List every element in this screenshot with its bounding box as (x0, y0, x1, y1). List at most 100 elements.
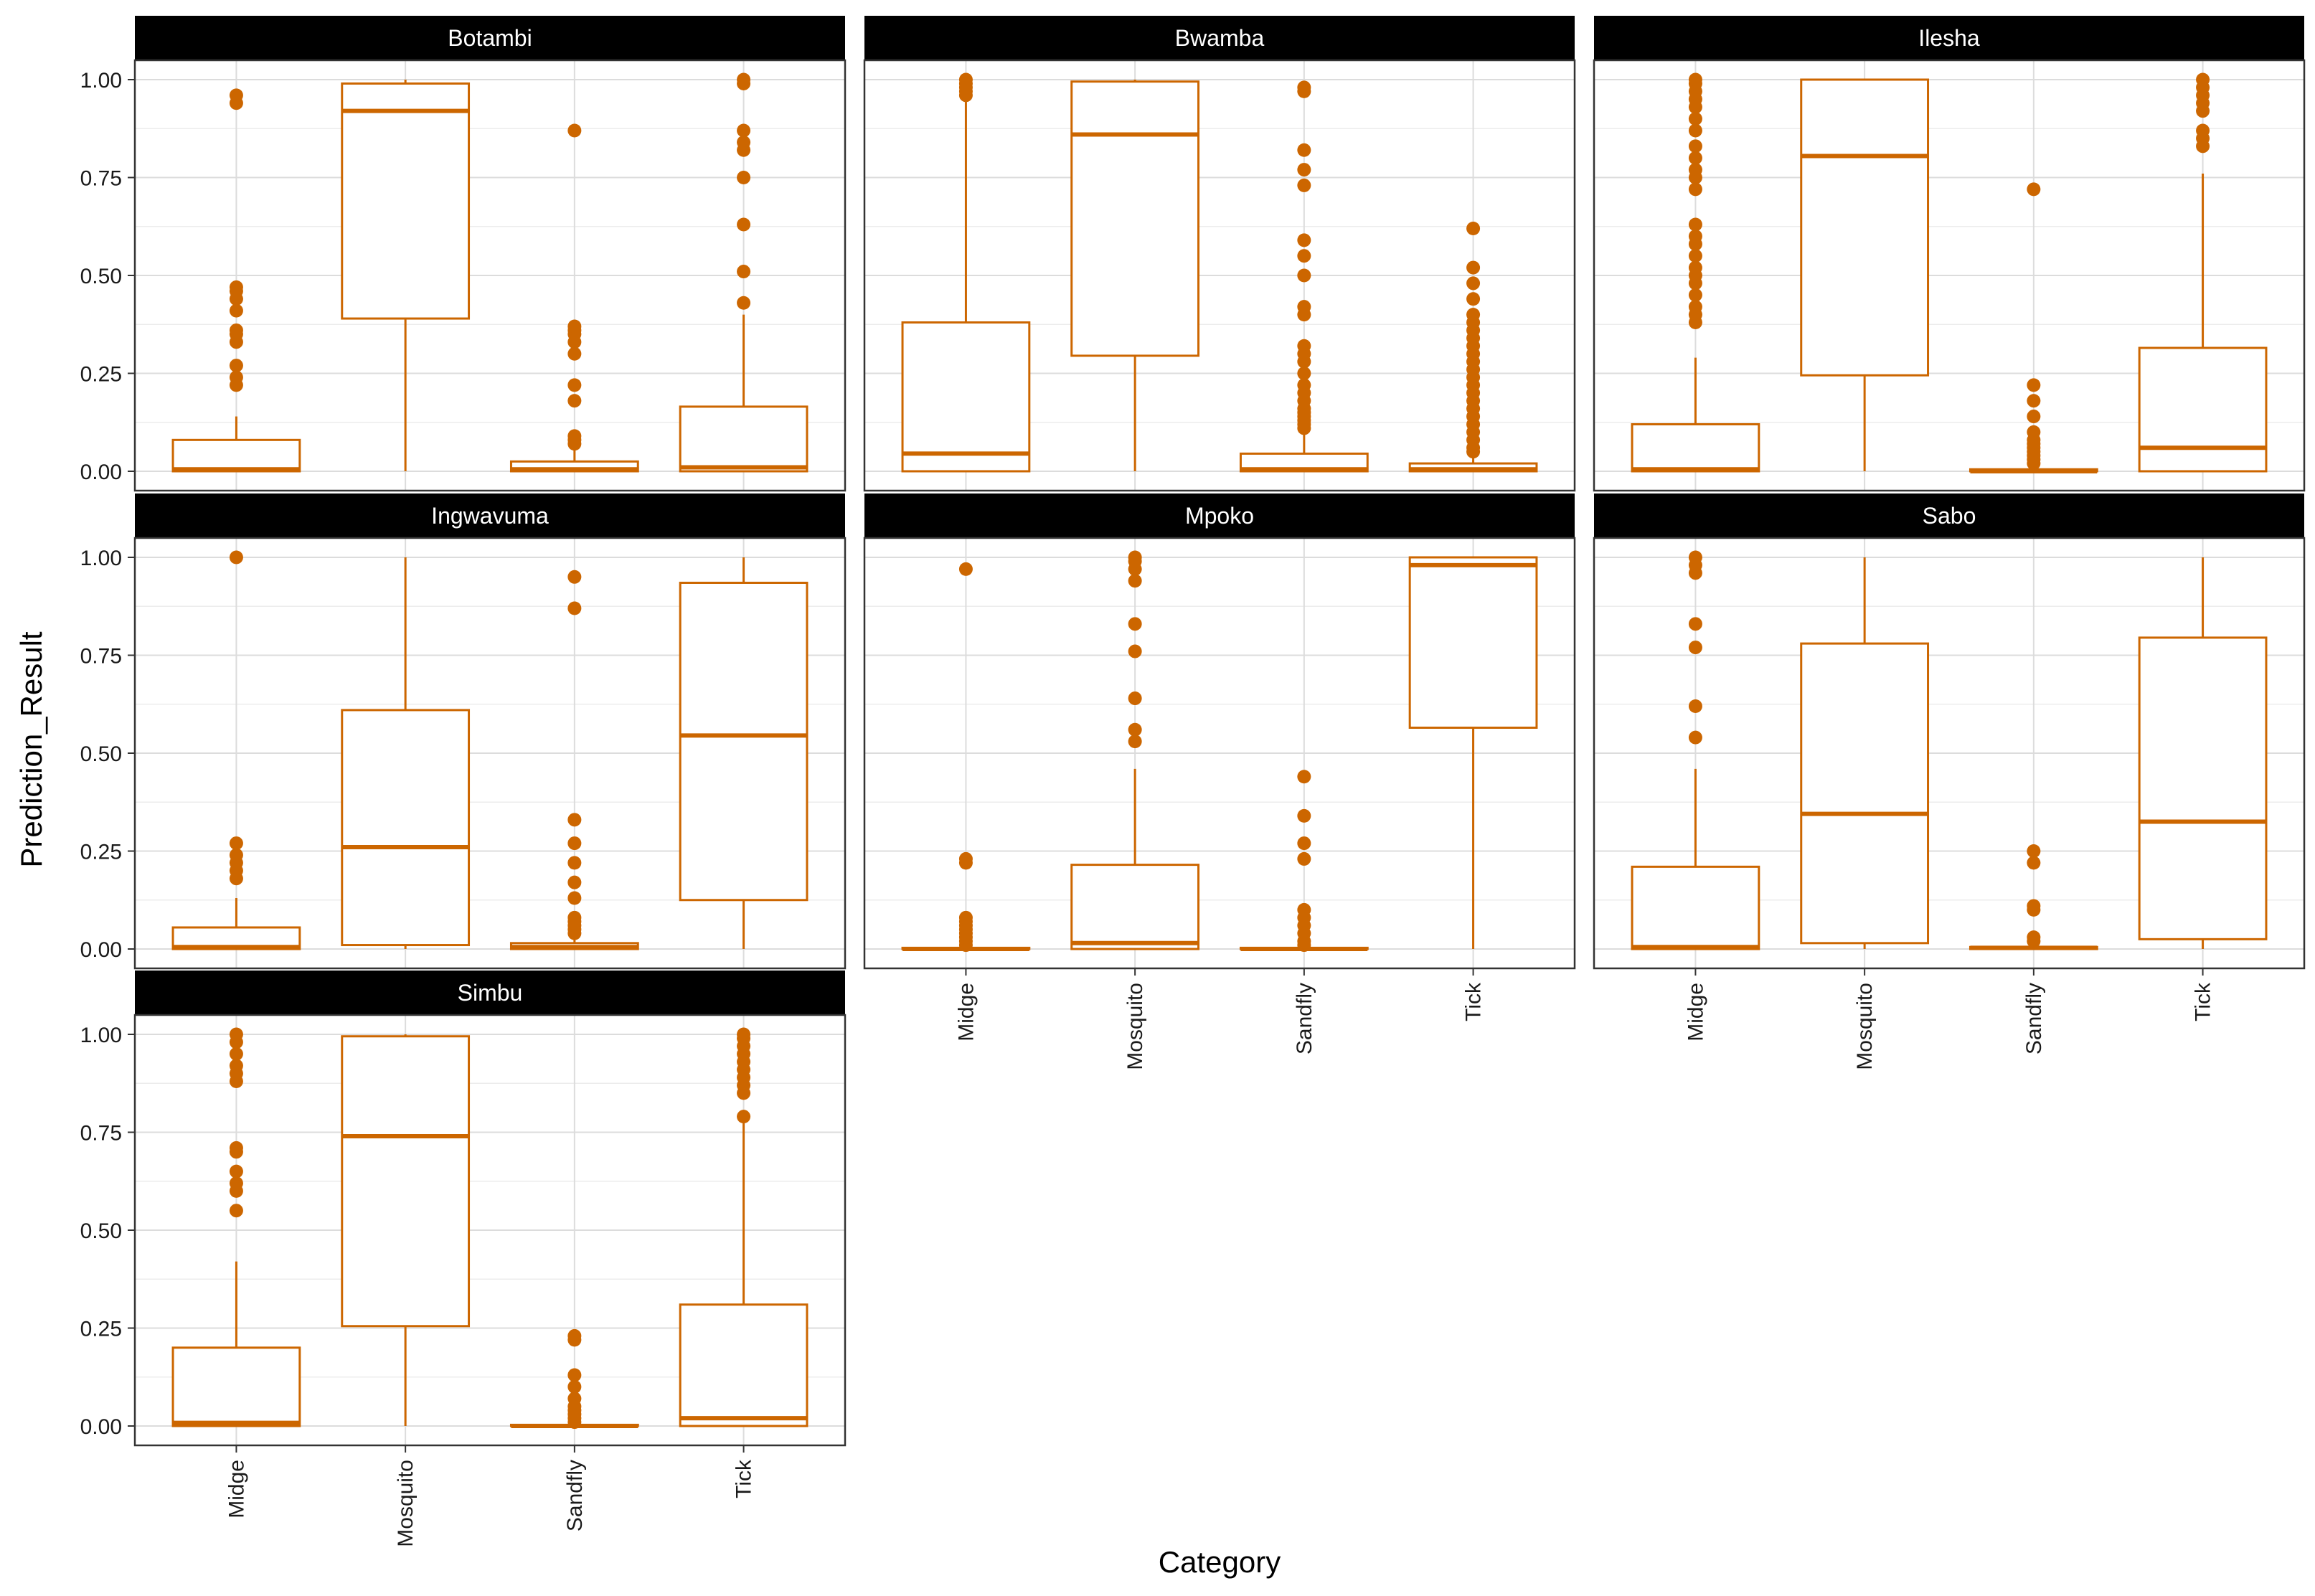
outlier-point (1128, 735, 1142, 749)
box-mosquito (341, 80, 471, 471)
y-tick-label: 1.00 (80, 547, 122, 570)
y-tick-label: 0.50 (80, 742, 122, 766)
x-tick-label: Midge (1684, 983, 1707, 1042)
outlier-point (567, 910, 582, 925)
outlier-point (1128, 722, 1142, 737)
outlier-point (1297, 367, 1311, 380)
outlier-point (1297, 378, 1311, 392)
y-tick-label: 0.75 (80, 1122, 122, 1146)
outlier-point (567, 570, 582, 584)
outlier-point (229, 836, 243, 851)
outlier-point (1128, 617, 1142, 631)
outlier-point (1297, 80, 1311, 95)
facet-strip-label: Ilesha (1918, 25, 1980, 51)
outlier-point (1128, 644, 1142, 658)
outlier-point (2027, 182, 2041, 197)
outlier-point (958, 851, 973, 866)
outlier-point (1688, 123, 1702, 138)
outlier-point (229, 550, 243, 565)
box-iqr (679, 405, 808, 473)
box-sandfly (1969, 844, 2098, 950)
box-tick (1408, 556, 1538, 949)
box-mosquito (341, 1034, 471, 1426)
outlier-point (229, 359, 243, 373)
outlier-point (737, 135, 751, 149)
outlier-point (1297, 339, 1311, 353)
y-tick-label: 0.00 (80, 461, 122, 484)
box-midge (171, 550, 301, 950)
outlier-point (1688, 112, 1702, 126)
outlier-point (1688, 730, 1702, 745)
outlier-point (567, 875, 582, 889)
outlier-point (567, 346, 582, 361)
outlier-point (2027, 425, 2041, 439)
outlier-point (737, 72, 751, 87)
outlier-point (1688, 617, 1702, 631)
facet-strip-label: Bwamba (1175, 25, 1265, 51)
outlier-point (1128, 550, 1142, 565)
outlier-point (737, 296, 751, 310)
outlier-point (229, 280, 243, 294)
outlier-point (2027, 930, 2041, 945)
outlier-point (737, 217, 751, 232)
facet-strip-label: Botambi (448, 25, 532, 51)
outlier-point (1688, 260, 1702, 275)
x-tick-label: Sandfly (2022, 983, 2046, 1054)
outlier-point (1688, 300, 1702, 314)
outlier-point (1688, 229, 1702, 243)
outlier-point (1688, 163, 1702, 177)
outlier-point (1297, 836, 1311, 851)
outlier-point (1297, 178, 1311, 192)
box-mosquito (1070, 80, 1200, 471)
outlier-point (229, 1059, 243, 1073)
facets-layer: Botambi 0.00 0.25 0.50 0.75 1.00 Bwamba Ilesha I… (80, 16, 2306, 1547)
box-iqr (341, 1035, 471, 1328)
outlier-point (1466, 292, 1481, 306)
box-sandfly (509, 570, 639, 950)
outlier-point (567, 891, 582, 905)
box-mosquito (341, 557, 471, 949)
outlier-point (567, 1328, 582, 1343)
outlier-point (1297, 163, 1311, 177)
panel-border (1593, 537, 2306, 970)
outlier-point (737, 123, 751, 138)
outlier-point (2196, 72, 2210, 87)
x-tick-label: Midge (225, 1460, 248, 1519)
panel-border (863, 59, 1576, 492)
outlier-point (1297, 233, 1311, 247)
outlier-point (1297, 249, 1311, 263)
outlier-point (1297, 808, 1311, 823)
outlier-point (229, 323, 243, 337)
outlier-point (567, 123, 582, 138)
outlier-point (1688, 151, 1702, 165)
box-iqr (1631, 865, 1760, 950)
outlier-point (1297, 143, 1311, 157)
box-midge (901, 72, 1031, 473)
x-axis-title: Category (1159, 1545, 1281, 1579)
facet-ingwavuma: Ingwavuma 0.00 0.25 0.50 0.75 1.00 (80, 494, 847, 970)
outlier-point (567, 1392, 582, 1406)
outlier-point (1688, 550, 1702, 565)
outlier-point (229, 370, 243, 384)
facet-strip-label: Simbu (458, 980, 523, 1006)
outlier-point (567, 378, 582, 392)
outlier-point (1128, 574, 1142, 588)
box-sandfly (509, 123, 639, 473)
box-iqr (901, 321, 1031, 473)
facet-strip (1594, 16, 2304, 60)
outlier-point (567, 813, 582, 827)
box-tick (679, 72, 808, 473)
outlier-point (229, 1204, 243, 1218)
box-tick (2138, 557, 2268, 949)
y-tick-label: 0.75 (80, 167, 122, 191)
box-tick (679, 557, 808, 949)
outlier-point (229, 303, 243, 318)
facet-strip (864, 16, 1575, 60)
outlier-point (2027, 899, 2041, 913)
outlier-point (1688, 139, 1702, 154)
y-tick-label: 0.00 (80, 938, 122, 962)
facet-strip (135, 494, 845, 538)
outlier-point (1688, 217, 1702, 232)
y-tick-label: 0.50 (80, 1219, 122, 1243)
outlier-point (1297, 902, 1311, 917)
